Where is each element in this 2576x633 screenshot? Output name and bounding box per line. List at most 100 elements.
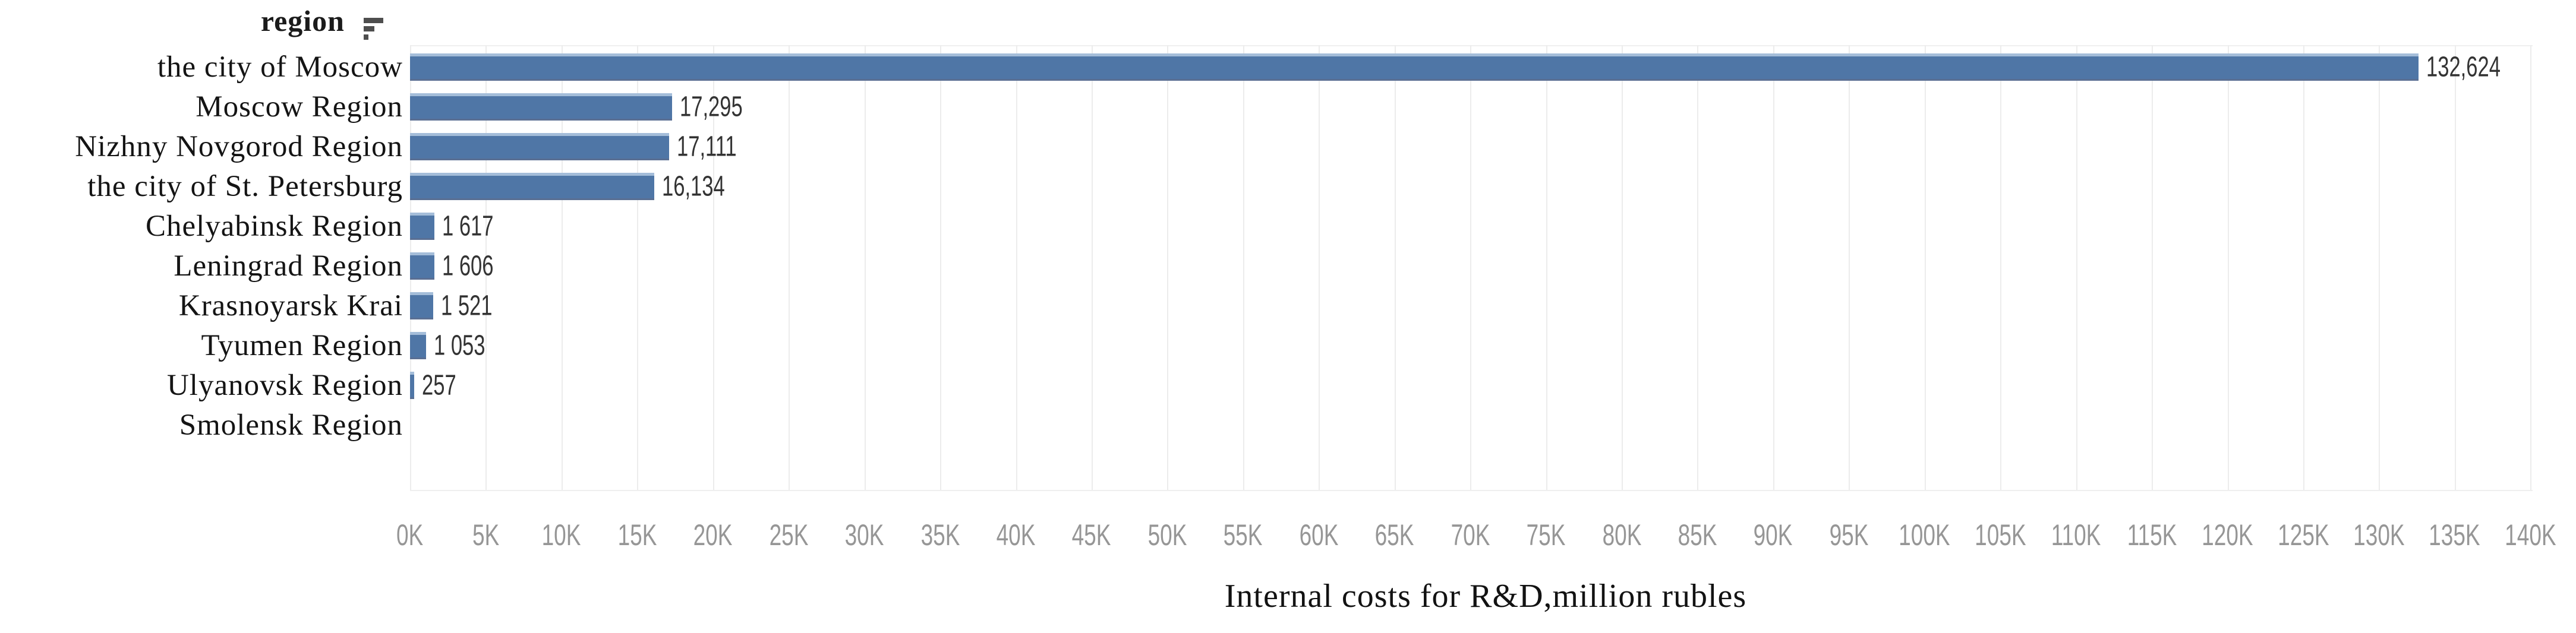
gridline [1319,45,1320,490]
sort-bar-medium [364,26,374,31]
x-axis-tick-label: 95K [1801,518,1896,552]
bar-row: the city of St. Petersburg 16,134 [0,167,2576,207]
column-field-label[interactable]: region [260,4,345,37]
x-axis-tick-label: 85K [1650,518,1745,552]
gridline [1622,45,1623,490]
x-axis-tick-text: 50K [1147,518,1187,552]
bar-row: Nizhny Novgorod Region 17,111 [0,127,2576,167]
bar-row: Leningrad Region 1 606 [0,246,2576,286]
gridline [1243,45,1244,490]
x-axis-tick-text: 40K [996,518,1036,552]
category-label[interactable]: the city of St. Petersburg [87,170,403,203]
x-axis-tick-label: 65K [1347,518,1442,552]
bar[interactable] [410,93,672,121]
x-axis-tick-text: 25K [769,518,809,552]
value-label-text: 1 521 [440,290,493,322]
category-label[interactable]: Tyumen Region [201,329,403,362]
value-label-text: 257 [421,369,456,401]
x-axis-tick-text: 5K [472,518,500,552]
value-label: 132,624 [2426,51,2530,84]
x-axis-tick-label: 55K [1196,518,1291,552]
x-axis-tick-text: 115K [2127,518,2177,552]
x-axis-tick-label: 120K [2180,518,2275,552]
gridline [789,45,790,490]
x-axis-tick-label: 35K [893,518,988,552]
x-axis-tick-text: 80K [1602,518,1641,552]
value-label: 1 053 [434,330,505,362]
bar[interactable] [410,372,414,399]
value-label-text: 17,111 [677,131,737,163]
gridline [2379,45,2380,490]
value-label-text: 1 617 [442,210,494,242]
gridline [2152,45,2154,490]
category-label[interactable]: Moscow Region [196,90,403,124]
x-axis-tick-text: 75K [1526,518,1566,552]
x-axis-tick-label: 115K [2104,518,2199,552]
x-axis-tick-text: 95K [1829,518,1869,552]
value-label: 1 606 [442,250,513,283]
x-axis-tick-label: 25K [741,518,836,552]
gridline [864,45,866,490]
x-axis-tick-label: 20K [666,518,761,552]
x-axis-tick-text: 55K [1223,518,1263,552]
x-axis-tick-text: 45K [1072,518,1111,552]
category-label[interactable]: Leningrad Region [174,249,403,283]
category-label[interactable]: Smolensk Region [179,409,403,442]
x-axis-tick-label: 50K [1120,518,1215,552]
gridline [1016,45,1017,490]
x-axis-tick-label: 10K [514,518,609,552]
value-label: 16,134 [662,170,749,203]
bar-row: Smolensk Region [0,406,2576,445]
x-axis-tick-label: 75K [1499,518,1594,552]
bar-row: Ulyanovsk Region 257 [0,366,2576,406]
sort-descending-icon[interactable] [364,18,390,43]
category-label[interactable]: Krasnoyarsk Krai [178,289,403,322]
gridline [561,45,563,490]
value-label-text: 1 053 [433,330,485,362]
category-label[interactable]: Ulyanovsk Region [166,369,403,402]
category-label[interactable]: Chelyabinsk Region [145,210,403,243]
x-axis-tick-text: 140K [2505,518,2556,552]
gridline [2303,45,2304,490]
x-axis-tick-label: 90K [1726,518,1821,552]
x-axis-title: Internal costs for R&D,million rubles [1224,578,1747,615]
bar[interactable] [410,252,434,280]
value-label: 1 521 [441,290,512,322]
bar-row: Chelyabinsk Region 1 617 [0,207,2576,246]
gridline [1924,45,1926,490]
value-label: 1 617 [442,210,513,243]
gridline [2000,45,2002,490]
x-axis-tick-label: 125K [2256,518,2351,552]
x-axis-tick-label: 135K [2407,518,2502,552]
value-label: 17,111 [677,131,760,163]
bar[interactable] [410,53,2419,81]
x-axis-tick-label: 140K [2483,518,2576,552]
x-axis-tick-label: 40K [969,518,1064,552]
x-axis-line [410,490,2533,491]
category-label[interactable]: Nizhny Novgorod Region [75,130,403,163]
gridline [485,45,487,490]
gridline [712,45,714,490]
value-label-text: 17,295 [679,91,743,123]
x-axis-tick-text: 70K [1451,518,1490,552]
gridline [637,45,639,490]
x-axis-tick-label: 30K [817,518,912,552]
x-axis-tick-text: 15K [617,518,657,552]
bar[interactable] [410,133,670,160]
x-axis-tick-label: 80K [1574,518,1669,552]
x-axis-tick-text: 125K [2277,518,2329,552]
gridline [1849,45,1850,490]
bar[interactable] [410,213,435,240]
sort-bar-long [364,18,383,23]
x-axis-tick-text: 30K [844,518,884,552]
bar[interactable] [410,173,655,200]
category-label[interactable]: the city of Moscow [157,50,403,84]
x-axis-tick-text: 20K [693,518,733,552]
bar[interactable] [410,332,426,359]
gridline [1546,45,1547,490]
sort-bar-short [364,34,368,40]
value-label: 17,295 [680,91,767,124]
bar-row: Moscow Region 17,295 [0,87,2576,127]
bar[interactable] [410,292,433,319]
